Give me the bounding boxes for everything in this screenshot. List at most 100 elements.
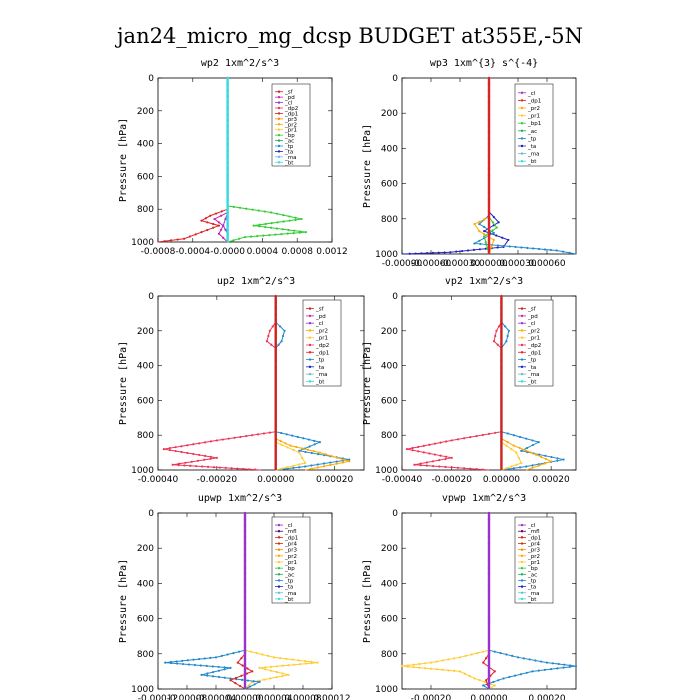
legend-entry: _pr1	[284, 128, 297, 134]
data-point	[286, 232, 289, 235]
data-point	[282, 214, 285, 217]
y-tick-label: 200	[381, 109, 398, 119]
legend-marker	[277, 161, 281, 164]
data-point	[302, 437, 305, 440]
legend-entry: _cl	[527, 523, 536, 529]
data-point	[192, 452, 195, 456]
data-point	[518, 435, 522, 439]
data-point	[200, 231, 203, 234]
data-point	[298, 466, 301, 469]
data-point	[501, 236, 504, 239]
data-point	[274, 390, 277, 394]
data-point	[562, 458, 565, 461]
data-point	[510, 465, 513, 468]
x-tick-label: -0.00090	[382, 259, 423, 269]
data-point	[482, 684, 485, 687]
data-point	[500, 462, 503, 466]
legend-marker	[520, 144, 524, 148]
data-point	[335, 460, 338, 463]
legend-entry: _ma	[284, 155, 296, 161]
data-point	[444, 457, 447, 461]
legend-entry: _sf	[315, 307, 325, 313]
data-point	[487, 222, 491, 225]
data-point	[568, 251, 571, 254]
data-point	[447, 658, 450, 661]
data-point	[274, 300, 277, 304]
data-point	[198, 453, 201, 457]
data-point	[243, 669, 247, 672]
legend-marker	[277, 117, 281, 121]
legend-entry: _bt	[527, 597, 537, 603]
legend-entry: _bt	[315, 379, 325, 385]
data-point	[280, 431, 283, 435]
data-point	[274, 456, 277, 460]
data-point	[226, 143, 229, 146]
data-point	[274, 366, 277, 370]
legend-entry: _tp	[284, 144, 294, 150]
data-point	[487, 633, 491, 636]
data-point	[483, 218, 486, 221]
data-point	[264, 666, 267, 669]
legend-entry: _pr3	[284, 548, 298, 554]
data-point	[251, 434, 254, 437]
data-point	[304, 662, 307, 665]
data-point	[310, 662, 313, 665]
data-point	[330, 454, 333, 458]
data-point	[279, 656, 282, 660]
series_cl	[243, 511, 247, 689]
data-point	[180, 445, 183, 448]
data-point	[487, 602, 491, 606]
legend-marker	[277, 150, 281, 153]
data-point	[405, 448, 409, 451]
data-point	[298, 231, 301, 234]
data-point	[487, 198, 491, 201]
data-point	[478, 248, 481, 251]
legend-entry: _ac	[284, 572, 294, 578]
data-point	[478, 679, 481, 682]
x-tick-label: -0.0000	[210, 247, 245, 257]
data-point	[271, 325, 274, 328]
data-point	[229, 677, 232, 680]
data-point	[431, 464, 435, 468]
data-point	[487, 627, 491, 630]
data-point	[236, 661, 239, 664]
legend-entry: _bt	[527, 159, 537, 165]
data-point	[246, 679, 249, 682]
data-point	[520, 449, 523, 452]
legend-marker	[520, 548, 524, 551]
data-point	[495, 226, 498, 229]
data-point	[443, 251, 446, 254]
series-line	[229, 513, 254, 690]
legend-marker	[308, 343, 312, 347]
data-point	[243, 542, 247, 545]
data-point	[510, 448, 513, 451]
data-point	[494, 431, 497, 434]
legend-marker	[277, 139, 281, 142]
data-point	[294, 218, 297, 221]
x-tick-label: -0.0008	[141, 247, 176, 257]
data-point	[217, 224, 220, 227]
data-point	[277, 343, 280, 346]
y-tick-label: 0	[392, 74, 398, 84]
data-point	[316, 661, 319, 664]
legend-entry: _pr2	[527, 328, 540, 334]
data-point	[217, 675, 220, 679]
data-point	[487, 432, 491, 435]
data-point	[437, 251, 440, 254]
x-tick-label: -0.00020	[431, 475, 472, 485]
data-point	[219, 228, 223, 231]
data-point	[329, 463, 332, 467]
data-point	[270, 211, 273, 214]
data-point	[243, 602, 247, 606]
data-point	[487, 578, 491, 581]
data-point	[406, 665, 409, 668]
data-point	[243, 615, 247, 618]
data-point	[300, 217, 303, 221]
data-point	[230, 467, 233, 470]
data-point	[274, 432, 277, 436]
data-point	[439, 454, 442, 457]
panel-title: wp3 1xm^{3} s^{-4}	[430, 58, 538, 69]
data-point	[188, 235, 191, 238]
data-point	[487, 621, 491, 624]
